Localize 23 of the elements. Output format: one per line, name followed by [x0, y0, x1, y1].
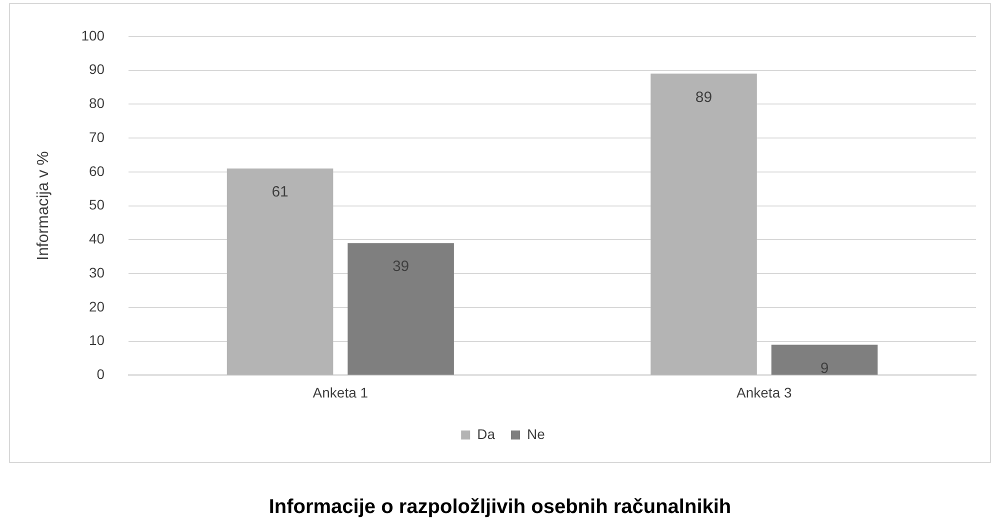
y-tick-label: 30	[88, 264, 105, 280]
y-tick-label: 60	[88, 162, 105, 179]
y-tick-label: 10	[88, 332, 105, 348]
bar	[771, 344, 878, 375]
y-tick-label: 100	[81, 27, 105, 44]
x-tick-label: Anketa 3	[736, 384, 792, 400]
text: Informacije o razpoložljivih osebnih računalnikih	[268, 496, 732, 519]
y-tick-label: 20	[88, 298, 105, 314]
y-tick-label: 80	[88, 95, 105, 112]
x-tick-label: Anketa 1	[312, 384, 368, 400]
data-label: 61	[272, 184, 288, 201]
bar	[348, 243, 454, 375]
y-tick-label: 0	[96, 366, 105, 382]
y-axis-title: Informacija v %	[35, 151, 52, 260]
legend-label: Ne	[527, 426, 546, 442]
data-label: 9	[820, 360, 829, 377]
y-tick-label: 90	[88, 61, 105, 78]
y-tick-label: 40	[88, 230, 105, 247]
y-tick-label: 70	[88, 128, 105, 145]
y-tick-label: 50	[88, 196, 105, 213]
legend-label: Da	[477, 426, 496, 442]
data-label: 89	[695, 88, 712, 106]
data-label: 39	[392, 258, 410, 276]
